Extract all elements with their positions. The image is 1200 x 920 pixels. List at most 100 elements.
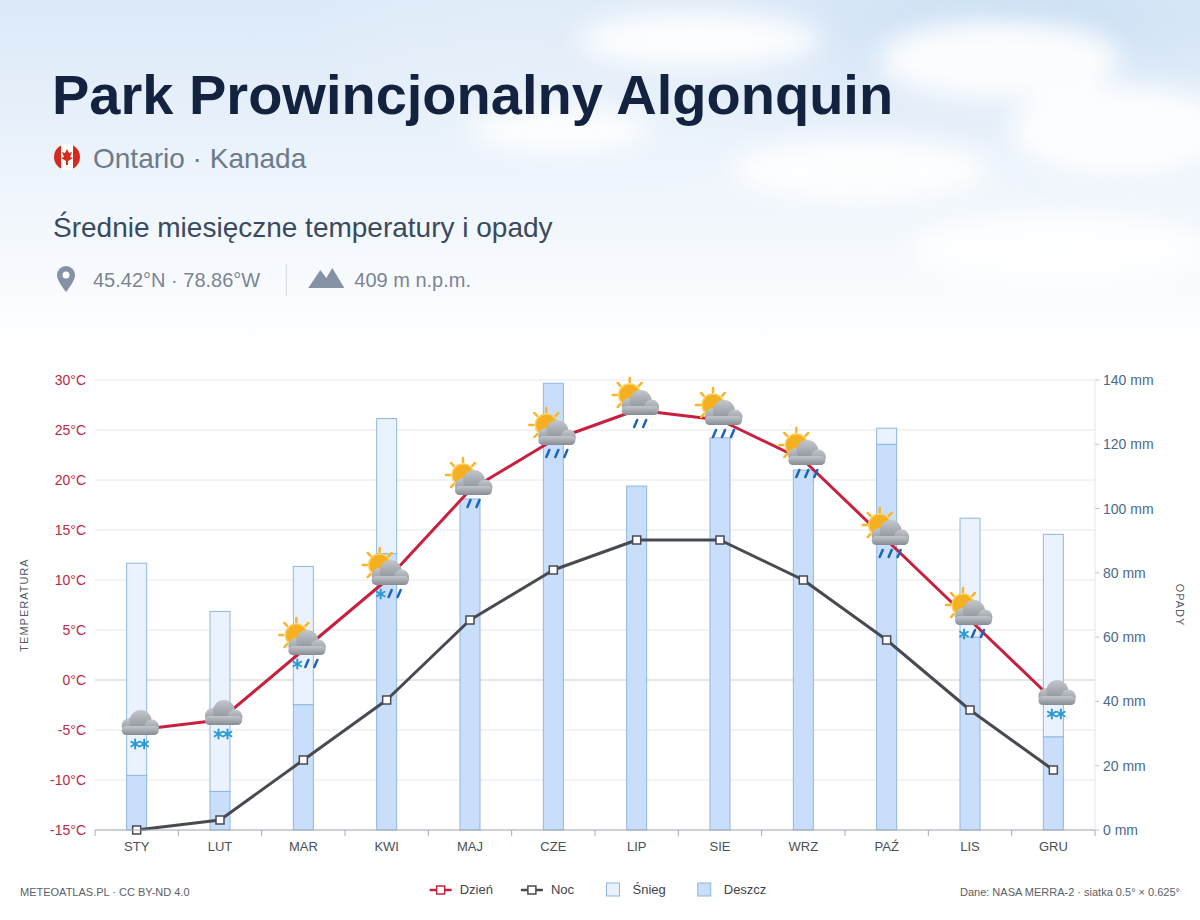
grid-line [95, 580, 1095, 581]
y2-tick-label: 140 mm [1103, 372, 1154, 388]
sun-ray [556, 413, 559, 416]
cloud-part [788, 456, 825, 465]
sun-ray [779, 444, 783, 447]
snowflake [293, 662, 301, 667]
weather-icon [1038, 680, 1076, 719]
snowflake [1048, 712, 1056, 717]
x-tick [345, 830, 346, 836]
marker [716, 536, 724, 544]
y2-tick [1095, 380, 1099, 381]
weather-icon [779, 428, 826, 477]
cloud [288, 630, 326, 655]
sun-ray [451, 484, 454, 487]
y2-tick-label: 80 mm [1103, 565, 1146, 581]
y2-tick-label: 40 mm [1103, 693, 1146, 709]
y-axis-title: TEMPERATURA [18, 558, 30, 651]
snowflake [1048, 712, 1056, 717]
weather-icon [205, 700, 243, 739]
location: Ontario · Kanada [93, 143, 307, 174]
snowflake [140, 742, 148, 747]
raindrop [477, 500, 480, 507]
y-tick-label: 20°C [55, 472, 86, 488]
x-tick-label: WRZ [789, 839, 819, 854]
raindrop [389, 590, 392, 597]
snowflake [960, 632, 968, 637]
x-tick-label: STY [124, 839, 150, 854]
line [137, 410, 1054, 730]
y2-tick-label: 100 mm [1103, 501, 1154, 517]
bar [627, 486, 647, 830]
x-tick [178, 830, 179, 836]
x-tick [928, 830, 929, 836]
y-tick-label: 0°C [63, 672, 87, 688]
y2-tick-label: 0 mm [1103, 822, 1138, 838]
bar [377, 419, 397, 554]
raindrop [981, 630, 984, 637]
cloud-part [288, 646, 325, 655]
raindrop [731, 430, 734, 437]
x-tick-label: LUT [208, 839, 233, 854]
x-tick [511, 830, 512, 836]
raindrop [722, 430, 725, 437]
marker [799, 576, 807, 584]
y2-tick-label: 60 mm [1103, 629, 1146, 645]
sun-ray [284, 623, 287, 626]
raindrop [314, 660, 317, 667]
line [137, 540, 1054, 830]
sun-ray [868, 534, 871, 537]
grid-line [95, 680, 1095, 681]
sun-ray [951, 614, 954, 617]
raindrop [713, 430, 716, 437]
marker [966, 706, 974, 714]
weather-icon [696, 388, 743, 437]
bar [1043, 534, 1063, 737]
y2-tick [1095, 444, 1099, 445]
y2-tick [1095, 572, 1099, 573]
marker [1049, 766, 1057, 774]
raindrop [898, 550, 901, 557]
raindrop [972, 630, 975, 637]
subtitle: Średnie miesięczne temperatury i opady [53, 211, 553, 243]
bar [460, 499, 480, 830]
sun-ray [712, 388, 715, 392]
snowflake [1057, 712, 1065, 717]
sun-ray [701, 414, 704, 417]
cloud [205, 700, 243, 725]
cloud-part [705, 416, 742, 425]
bar [627, 486, 647, 487]
grid-line [95, 730, 1095, 731]
sun-ray [946, 604, 950, 607]
y-tick-label: -15°C [50, 822, 86, 838]
cloud-part [205, 716, 242, 725]
y2-tick [1095, 508, 1099, 509]
legend: DzieńNocŚniegDeszcz [430, 882, 767, 897]
sun-ray [784, 454, 787, 457]
snowflake [1057, 712, 1065, 717]
cloud-part [538, 436, 575, 445]
cloud [372, 560, 410, 585]
y-tick-label: 10°C [55, 572, 86, 588]
bar [1043, 737, 1063, 830]
flag [54, 144, 80, 170]
raindrop [398, 590, 401, 597]
grid-line [95, 630, 1095, 631]
bar [710, 438, 730, 830]
cloud [872, 520, 910, 545]
cloud [122, 710, 160, 735]
snowflake [377, 592, 385, 597]
raindrop [889, 550, 892, 557]
bar [793, 470, 813, 830]
y-tick-label: 30°C [55, 372, 86, 388]
sun-ray [806, 433, 809, 436]
raindrop [546, 450, 549, 457]
x-tick [261, 830, 262, 836]
sun-ray [951, 593, 954, 596]
bar [877, 444, 897, 830]
sun-ray [618, 383, 621, 386]
weather-icon [446, 458, 493, 507]
raindrop [468, 500, 471, 507]
weather-icon [946, 588, 993, 639]
sky-cloud [1010, 85, 1200, 175]
snowflake [215, 732, 223, 737]
x-tick [1095, 830, 1096, 836]
